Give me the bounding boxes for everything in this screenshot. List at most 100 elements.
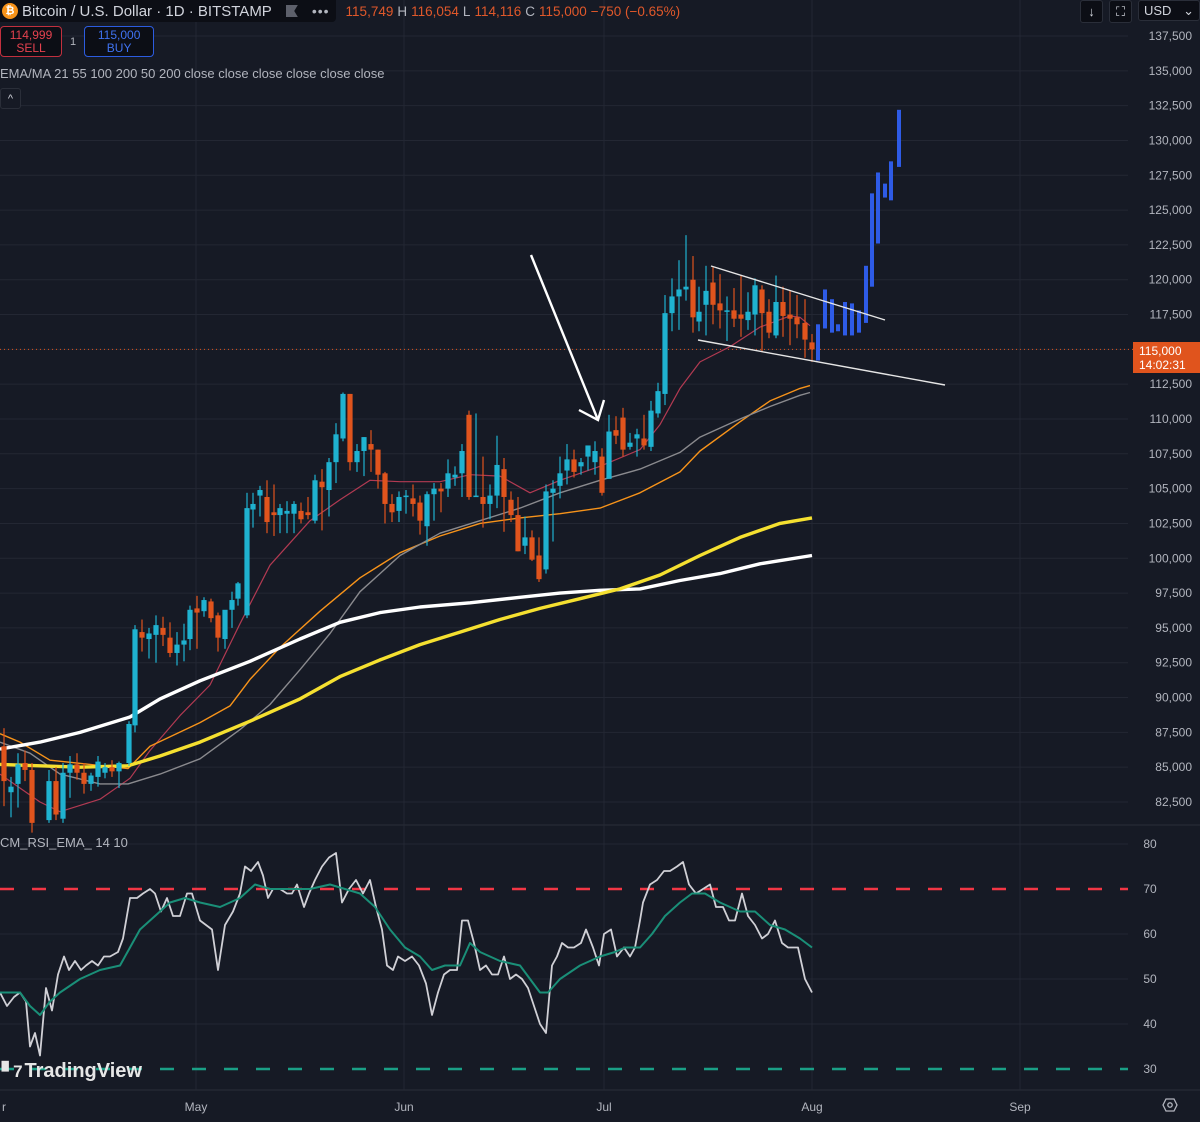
flag-icon[interactable]	[285, 5, 298, 17]
projection-bar	[876, 172, 880, 244]
candle-body	[88, 775, 94, 784]
candle-body	[613, 430, 619, 436]
candle-body	[809, 342, 815, 350]
arrow-head-icon	[578, 399, 606, 422]
price-tick-label: 120,000	[1149, 273, 1193, 287]
projection-bar	[836, 324, 840, 332]
candle-body	[333, 434, 339, 463]
candle-body	[676, 289, 682, 297]
candle-body	[759, 289, 765, 314]
price-tick-label: 112,500	[1150, 377, 1193, 391]
candle-body	[396, 496, 402, 511]
candle-body	[571, 459, 577, 472]
candle-body	[8, 786, 14, 793]
price-tick-label: 135,000	[1149, 64, 1193, 78]
indicator-legend[interactable]: EMA/MA 21 55 100 200 50 200 close close …	[0, 66, 385, 81]
candle-body	[187, 609, 193, 640]
candle-body	[424, 494, 430, 527]
candle-body	[22, 762, 28, 770]
candle-body	[153, 625, 159, 635]
time-tick-label: Aug	[801, 1100, 822, 1114]
price-tick-label: 130,000	[1149, 133, 1193, 147]
candle-body	[752, 285, 758, 315]
collapse-legend-button[interactable]: ^	[0, 88, 21, 109]
candle-body	[480, 496, 486, 504]
candle-body	[773, 302, 779, 336]
high-value: 116,054	[411, 3, 459, 19]
rsi-tick-label: 70	[1143, 882, 1157, 896]
candle-body	[250, 503, 256, 510]
price-tick-label: 102,500	[1149, 516, 1193, 530]
fullscreen-icon[interactable]: ⛶	[1109, 0, 1132, 23]
candle-body	[347, 393, 353, 463]
bar-countdown: 14:02:31	[1139, 357, 1186, 372]
price-tick-label: 92,500	[1155, 656, 1192, 670]
candle-body	[494, 464, 500, 496]
price-tick-label: 85,000	[1155, 760, 1192, 774]
rsi-tick-label: 80	[1143, 837, 1157, 851]
candle-body	[724, 310, 730, 312]
candle-body	[445, 473, 451, 489]
candle-body	[634, 434, 640, 439]
candle-body	[648, 410, 654, 447]
top-right-toolbar: ↓ ⛶ USD ⌄	[1080, 0, 1200, 23]
quantity[interactable]: 1	[70, 35, 77, 48]
arrow-annotation	[529, 254, 600, 421]
candle-body	[738, 314, 744, 319]
settings-gear-icon[interactable]	[1162, 1097, 1178, 1113]
candle-body	[459, 451, 465, 474]
candle-body	[438, 488, 444, 492]
candle-body	[354, 451, 360, 463]
price-tick-label: 95,000	[1155, 621, 1192, 635]
candle-body	[627, 442, 633, 447]
more-dots-icon[interactable]: •••	[311, 3, 330, 19]
candle-body	[298, 510, 304, 520]
candle-body	[257, 490, 263, 496]
projection-bar	[889, 161, 893, 201]
candle-body	[696, 311, 702, 322]
candle-body	[578, 462, 584, 467]
download-icon[interactable]: ↓	[1080, 0, 1103, 23]
candle-body	[683, 286, 689, 290]
bitcoin-icon: ₿	[2, 3, 18, 19]
candle-body	[201, 600, 207, 612]
time-tick-label: r	[2, 1100, 6, 1114]
candle-body	[340, 393, 346, 439]
candle-body	[81, 772, 87, 784]
candle-body	[543, 491, 549, 570]
sell-button[interactable]: 114,999 SELL	[0, 26, 62, 57]
currency-select[interactable]: USD ⌄	[1138, 0, 1200, 21]
trade-buttons: 114,999 SELL 1 115,000 BUY	[0, 26, 155, 57]
candle-body	[319, 481, 325, 488]
ma-line-ma-200	[0, 516, 813, 769]
candle-body	[132, 629, 138, 726]
candle-body	[703, 290, 709, 305]
candle-body	[787, 314, 793, 319]
candle-body	[181, 640, 187, 645]
candle-body	[710, 282, 716, 305]
candle-body	[194, 608, 200, 613]
candle-body	[116, 762, 122, 772]
ma-line-ema-55	[0, 384, 811, 770]
rsi-tick-label: 50	[1143, 972, 1157, 986]
candle-body	[29, 769, 35, 823]
symbol-info[interactable]: ₿ Bitcoin / U.S. Dollar · 1D · BITSTAMP …	[0, 0, 336, 22]
candle-body	[109, 767, 115, 772]
candle-body	[60, 772, 66, 819]
projection-bar	[864, 265, 868, 323]
projection-bar	[870, 193, 874, 287]
candle-body	[599, 456, 605, 493]
tradingview-icon: ▘7	[2, 1061, 22, 1081]
symbol-header: ₿ Bitcoin / U.S. Dollar · 1D · BITSTAMP …	[0, 0, 680, 22]
candle-body	[271, 512, 277, 516]
rsi-legend[interactable]: CM_RSI_EMA_ 14 10	[0, 835, 128, 850]
candle-body	[501, 469, 507, 497]
candle-body	[305, 512, 311, 516]
candle-body	[126, 723, 132, 763]
buy-button[interactable]: 115,000 BUY	[84, 26, 155, 57]
tradingview-logo: ▘7 TradingView	[2, 1060, 142, 1082]
ma-line-ema-100	[0, 391, 811, 785]
candle-body	[802, 322, 808, 340]
projection-bar	[897, 109, 901, 167]
